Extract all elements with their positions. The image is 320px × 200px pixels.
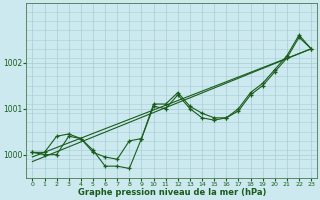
X-axis label: Graphe pression niveau de la mer (hPa): Graphe pression niveau de la mer (hPa) <box>77 188 266 197</box>
